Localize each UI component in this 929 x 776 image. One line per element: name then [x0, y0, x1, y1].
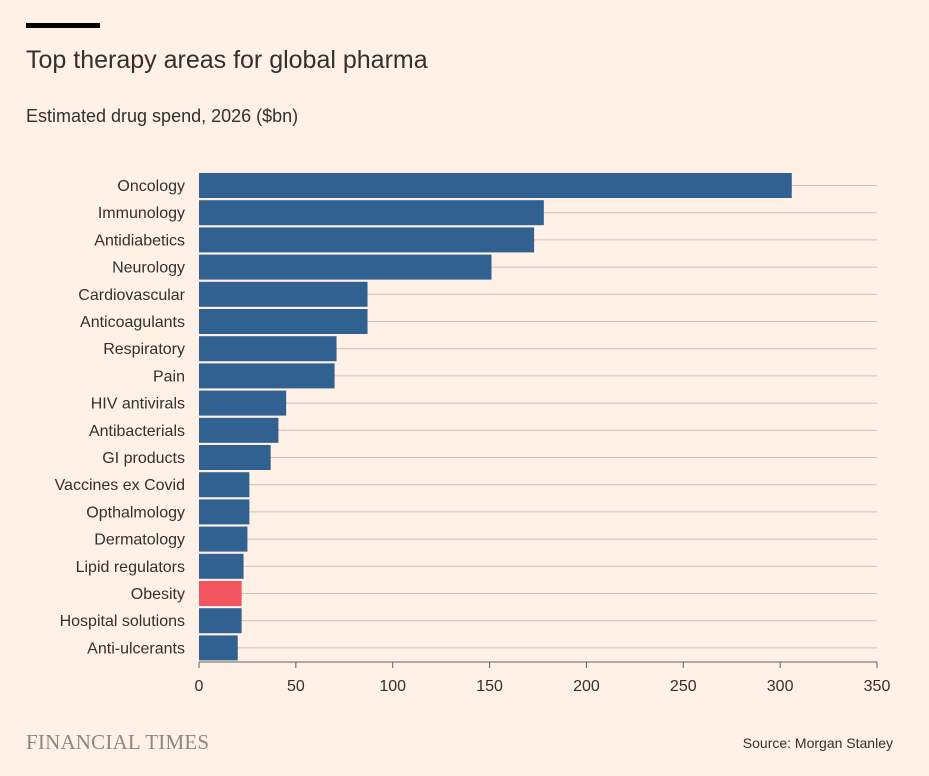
- category-label: Obesity: [131, 586, 185, 603]
- source-note: Source: Morgan Stanley: [742, 735, 893, 751]
- category-label: Pain: [153, 368, 185, 385]
- x-tick-label: 50: [287, 678, 305, 695]
- x-tick-label: 200: [573, 678, 600, 695]
- category-label: Neurology: [112, 260, 185, 277]
- category-label: Hospital solutions: [60, 613, 185, 630]
- x-tick-label: 150: [476, 678, 503, 695]
- x-tick-label: 100: [379, 678, 406, 695]
- bar: [199, 499, 250, 525]
- x-tick-label: 0: [195, 678, 204, 695]
- financial-times-logo: FINANCIAL TIMES: [26, 730, 210, 754]
- bar: [199, 635, 238, 661]
- bar: [199, 254, 492, 280]
- chart-subtitle: Estimated drug spend, 2026 ($bn): [26, 106, 299, 126]
- category-label: Immunology: [98, 205, 185, 222]
- bar: [199, 553, 244, 579]
- bar-chart: Oncology Immunology Antidiabetics Neurology…: [55, 173, 891, 695]
- category-label: Cardiovascular: [78, 287, 185, 304]
- category-label: HIV antivirals: [91, 396, 185, 413]
- category-label: Antibacterials: [89, 423, 185, 440]
- chart-title: Top therapy areas for global pharma: [26, 46, 428, 74]
- x-tick-label: 250: [670, 678, 697, 695]
- bar: [199, 173, 792, 198]
- bar: [199, 227, 535, 253]
- bar: [199, 200, 544, 226]
- bar: [199, 472, 250, 498]
- category-label: Dermatology: [94, 532, 185, 549]
- x-tick-label: 300: [767, 678, 794, 695]
- bar: [199, 526, 248, 552]
- category-label: Vaccines ex Covid: [55, 477, 185, 494]
- bar: [199, 581, 242, 606]
- x-tick-label: 350: [864, 678, 891, 695]
- category-label: Respiratory: [103, 341, 185, 358]
- bar: [199, 608, 242, 634]
- category-label: Anti-ulcerants: [87, 640, 185, 657]
- bar: [199, 363, 335, 389]
- bar: [199, 309, 368, 334]
- bar: [199, 336, 337, 362]
- category-label: GI products: [102, 450, 185, 467]
- category-label: Lipid regulators: [76, 559, 185, 576]
- bar: [199, 390, 287, 416]
- top-rule: [26, 23, 100, 28]
- category-label: Oncology: [117, 178, 185, 195]
- bar: [199, 281, 368, 307]
- category-label: Antidiabetics: [94, 232, 185, 249]
- bar: [199, 445, 271, 470]
- category-label: Opthalmology: [86, 504, 185, 521]
- bar: [199, 417, 279, 443]
- category-label: Anticoagulants: [80, 314, 185, 331]
